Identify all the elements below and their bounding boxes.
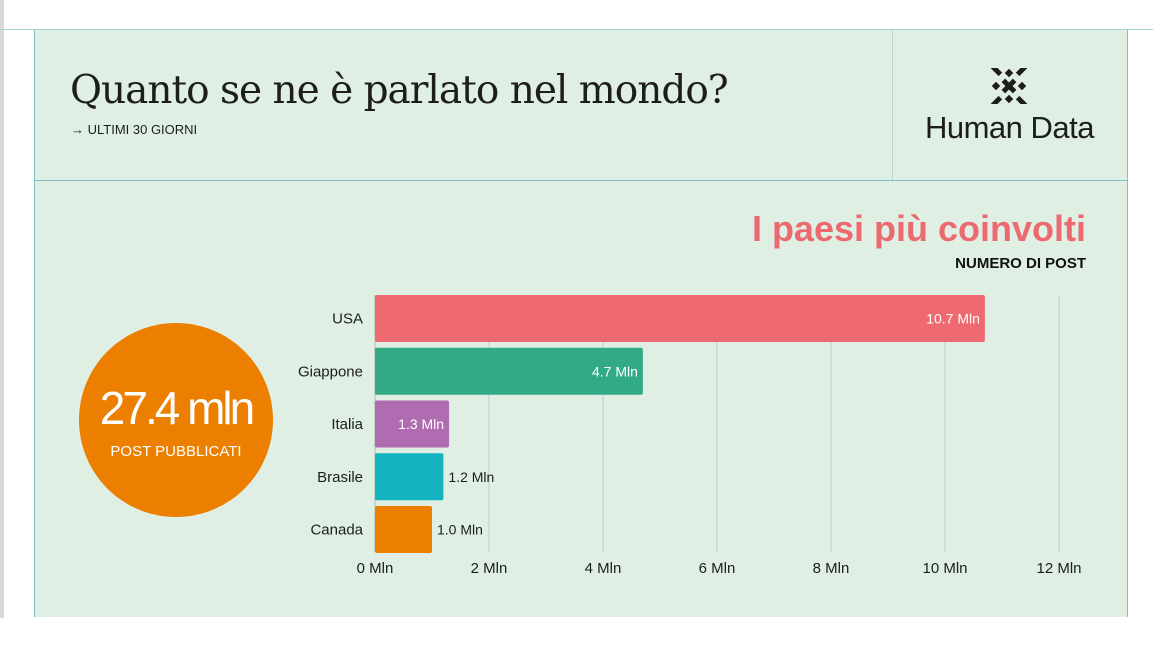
page-left-strip	[0, 0, 4, 618]
data-label: 1.0 Mln	[437, 522, 483, 538]
x-tick-label: 4 Mln	[585, 560, 622, 577]
chart-subtitle: NUMERO DI POST	[955, 255, 1086, 272]
top-rule	[0, 29, 1153, 30]
chart-title: I paesi più coinvolti	[751, 208, 1086, 249]
data-label: 4.7 Mln	[592, 363, 638, 379]
kpi-label: POST PUBBLICATI	[110, 443, 242, 460]
header-divider	[35, 180, 1127, 181]
header-vertical-divider	[892, 30, 893, 180]
bar	[375, 400, 450, 448]
kpi-value: 27.4 mln	[99, 382, 255, 434]
x-tick-label: 6 Mln	[699, 560, 736, 577]
page-subtitle: → ULTIMI 30 GIORNI	[71, 122, 198, 137]
human-data-logo-icon	[991, 68, 1027, 104]
bar	[375, 453, 444, 501]
x-tick-label: 8 Mln	[813, 560, 850, 577]
bar	[375, 506, 432, 553]
x-tick-label: 0 Mln	[357, 560, 394, 577]
category-label: Italia	[331, 416, 363, 433]
page-title: Quanto se ne è parlato nel mondo?	[70, 68, 729, 113]
category-label: USA	[332, 311, 363, 328]
kpi-circle: 27.4 mln POST PUBBLICATI	[79, 323, 273, 517]
x-tick-label: 10 Mln	[922, 560, 967, 577]
bar	[375, 295, 985, 342]
category-label: Brasile	[317, 469, 363, 486]
data-label: 1.3 Mln	[398, 416, 444, 432]
x-tick-label: 2 Mln	[471, 560, 508, 577]
data-label: 10.7 Mln	[926, 311, 980, 327]
bar	[375, 347, 643, 395]
data-label: 1.2 Mln	[448, 469, 494, 485]
category-label: Giappone	[298, 363, 363, 380]
category-label: Canada	[310, 522, 363, 539]
human-data-logo-text: Human Data	[924, 110, 1095, 145]
x-tick-label: 12 Mln	[1036, 560, 1081, 577]
